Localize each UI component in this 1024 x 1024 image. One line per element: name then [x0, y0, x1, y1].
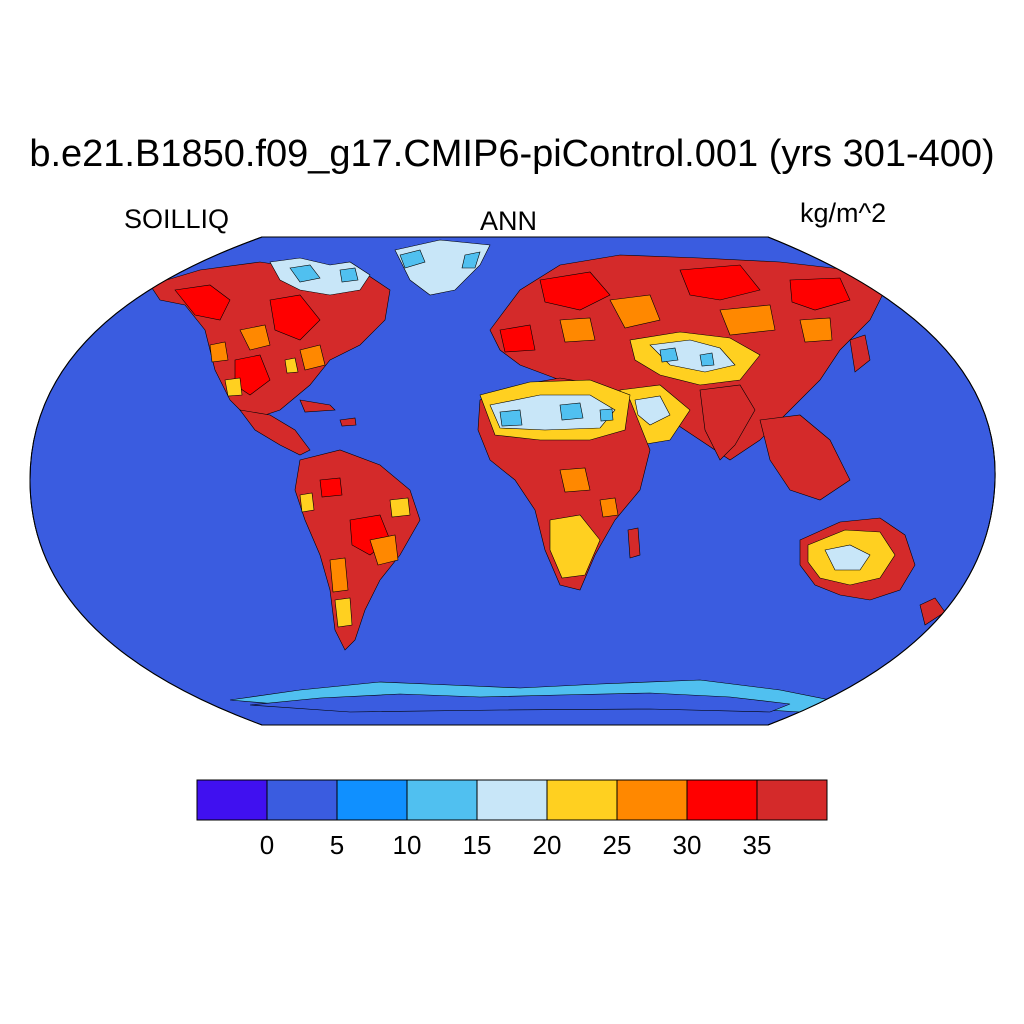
north-america-yellow-patches [224, 357, 299, 397]
colorbar-box-0 [196, 779, 268, 821]
eurasia-red-patches [499, 264, 851, 353]
australia-pale [824, 544, 871, 571]
colorbar-tick-label: 35 [742, 830, 772, 860]
antarctica-blue [249, 692, 791, 713]
season-label: ANN [480, 206, 538, 236]
north-america-orange-patches [209, 324, 326, 371]
colorbar-tick-label: 15 [462, 830, 492, 860]
south-africa-yellow [549, 514, 601, 579]
caribbean [299, 399, 357, 427]
sahara-light-blue [499, 402, 614, 427]
eurasia-orange-patches [559, 294, 833, 343]
colorbar-box-8 [756, 779, 828, 821]
colorbar-tick-label: 30 [672, 830, 702, 860]
colorbar-box-6 [616, 779, 688, 821]
madagascar [627, 527, 641, 559]
central-america [239, 409, 311, 456]
arabia-pale [634, 395, 671, 426]
south-america-orange-patches [329, 534, 399, 593]
colorbar-tick-label: 5 [329, 830, 345, 860]
plot-title: b.e21.B1850.f09_g17.CMIP6-piControl.001 … [29, 133, 995, 175]
colorbar-box-3 [406, 779, 478, 821]
map-boundary [29, 236, 996, 726]
colorbar-box-5 [546, 779, 618, 821]
india [699, 384, 756, 461]
colorbar-tick-label: 25 [602, 830, 632, 860]
japan [849, 334, 871, 373]
south-america-yellow-patches [299, 492, 411, 628]
south-america-landmass [294, 449, 421, 651]
colorbar-box-4 [476, 779, 548, 821]
colorbar-box-1 [266, 779, 338, 821]
colorbar-tick-label: 10 [392, 830, 422, 860]
colorbar-tick-label: 20 [532, 830, 562, 860]
canada-light-blue [289, 264, 359, 283]
africa-orange [559, 467, 619, 518]
variable-label: SOILLIQ [124, 204, 230, 234]
colorbar-box-2 [336, 779, 408, 821]
greenland-edge [399, 249, 481, 269]
units-label: kg/m^2 [800, 198, 887, 228]
colorbar-tick-label: 0 [259, 830, 275, 860]
colorbar-box-7 [686, 779, 758, 821]
central-asia-light-blue [659, 347, 715, 367]
southeast-asia [759, 414, 851, 501]
